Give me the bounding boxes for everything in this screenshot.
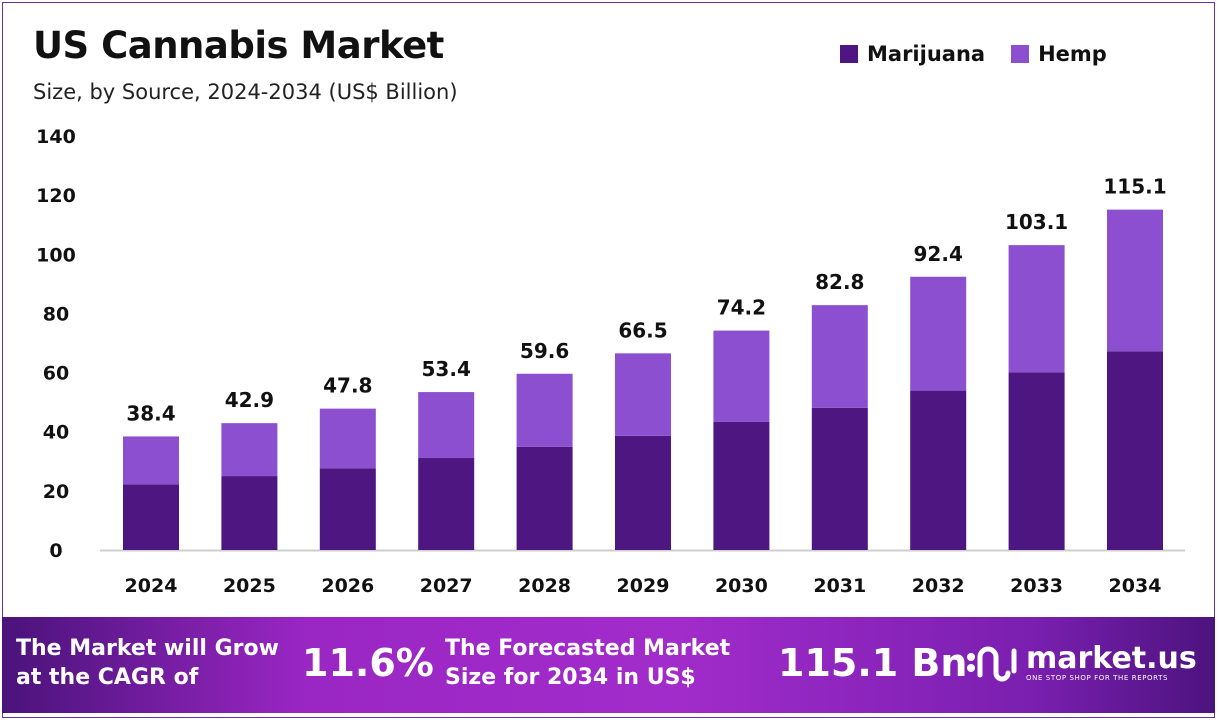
y-tick-label: 60 xyxy=(43,363,69,385)
y-tick-label: 120 xyxy=(36,185,76,207)
bar-hemp-2034 xyxy=(1107,209,1163,352)
bar-marijuana-2029 xyxy=(615,435,671,550)
y-tick-label: 20 xyxy=(43,481,69,503)
bar-hemp-2025 xyxy=(221,423,278,477)
bar-hemp-2032 xyxy=(910,276,967,391)
bar-marijuana-2027 xyxy=(418,458,475,550)
chart-subtitle: Size, by Source, 2024-2034 (US$ Billion) xyxy=(33,80,458,104)
bar-hemp-2024 xyxy=(123,436,179,485)
bar-hemp-2033 xyxy=(1008,245,1065,373)
legend-item-marijuana: Marijuana xyxy=(840,42,985,66)
bar-marijuana-2033 xyxy=(1008,372,1065,550)
legend-label-hemp: Hemp xyxy=(1038,42,1107,66)
logo-tagline: ONE STOP SHOP FOR THE REPORTS xyxy=(1026,674,1169,682)
forecast-label: The Forecasted Market Size for 2034 in U… xyxy=(445,634,730,692)
bar-marijuana-2034 xyxy=(1107,351,1163,550)
market-us-logo: market.us ONE STOP SHOP FOR THE REPORTS xyxy=(964,643,1197,683)
x-tick-label: 2028 xyxy=(518,575,571,597)
bar-marijuana-2024 xyxy=(123,484,179,550)
y-tick-label: 140 xyxy=(36,126,76,148)
summary-banner: The Market will Grow at the CAGR of 11.6… xyxy=(2,617,1215,713)
bar-hemp-2028 xyxy=(516,373,573,447)
legend-swatch-hemp xyxy=(1011,45,1030,63)
data-label-total: 82.8 xyxy=(815,270,864,294)
bar-marijuana-2025 xyxy=(221,476,278,550)
data-label-total: 103.1 xyxy=(1005,210,1068,234)
bar-marijuana-2032 xyxy=(910,390,967,550)
cagr-label-line-2: at the CAGR of xyxy=(16,665,199,690)
x-tick-label: 2034 xyxy=(1109,575,1162,597)
legend-item-hemp: Hemp xyxy=(1011,42,1107,66)
chart-title: US Cannabis Market xyxy=(33,24,444,67)
x-tick-label: 2032 xyxy=(912,575,965,597)
x-tick-label: 2033 xyxy=(1010,575,1063,597)
data-label-total: 59.6 xyxy=(520,339,569,363)
data-label-total: 47.8 xyxy=(323,374,372,398)
bar-marijuana-2026 xyxy=(319,468,376,550)
y-tick-label: 40 xyxy=(43,422,69,444)
x-tick-label: 2029 xyxy=(617,575,670,597)
x-tick-label: 2024 xyxy=(125,575,178,597)
x-tick-label: 2026 xyxy=(321,575,374,597)
bar-hemp-2030 xyxy=(713,330,770,422)
data-label-total: 115.1 xyxy=(1103,175,1166,199)
y-tick-label: 100 xyxy=(36,244,76,266)
cagr-label-line-1: The Market will Grow xyxy=(16,636,279,661)
bar-marijuana-2028 xyxy=(516,446,573,550)
bar-hemp-2029 xyxy=(615,353,671,436)
x-tick-label: 2027 xyxy=(420,575,473,597)
bar-hemp-2027 xyxy=(418,392,475,459)
forecast-label-line-2: Size for 2034 in US$ xyxy=(445,665,696,690)
bar-hemp-2026 xyxy=(319,408,376,469)
y-tick-label: 0 xyxy=(49,540,62,562)
bar-marijuana-2030 xyxy=(713,421,770,550)
logo-name: market.us xyxy=(1026,641,1197,676)
x-tick-label: 2025 xyxy=(223,575,276,597)
legend-label-marijuana: Marijuana xyxy=(867,42,986,66)
cagr-label: The Market will Grow at the CAGR of xyxy=(16,634,279,692)
cagr-value: 11.6% xyxy=(302,641,434,685)
logo-mark-icon xyxy=(967,646,1017,682)
legend-swatch-marijuana xyxy=(840,45,858,63)
data-label-total: 74.2 xyxy=(717,296,766,320)
legend: Marijuana Hemp xyxy=(840,42,1107,66)
data-label-total: 42.9 xyxy=(225,388,274,412)
x-tick-label: 2031 xyxy=(813,575,866,597)
data-label-total: 92.4 xyxy=(914,242,963,266)
bar-hemp-2031 xyxy=(811,305,868,408)
y-tick-label: 80 xyxy=(43,303,69,325)
data-label-total: 38.4 xyxy=(126,401,175,425)
x-tick-label: 2030 xyxy=(715,575,768,597)
forecast-value: 115.1 Bn xyxy=(778,641,968,685)
forecast-label-line-1: The Forecasted Market xyxy=(445,636,731,661)
data-label-total: 53.4 xyxy=(422,357,471,381)
data-label-total: 66.5 xyxy=(618,318,667,342)
bar-marijuana-2031 xyxy=(811,407,868,550)
